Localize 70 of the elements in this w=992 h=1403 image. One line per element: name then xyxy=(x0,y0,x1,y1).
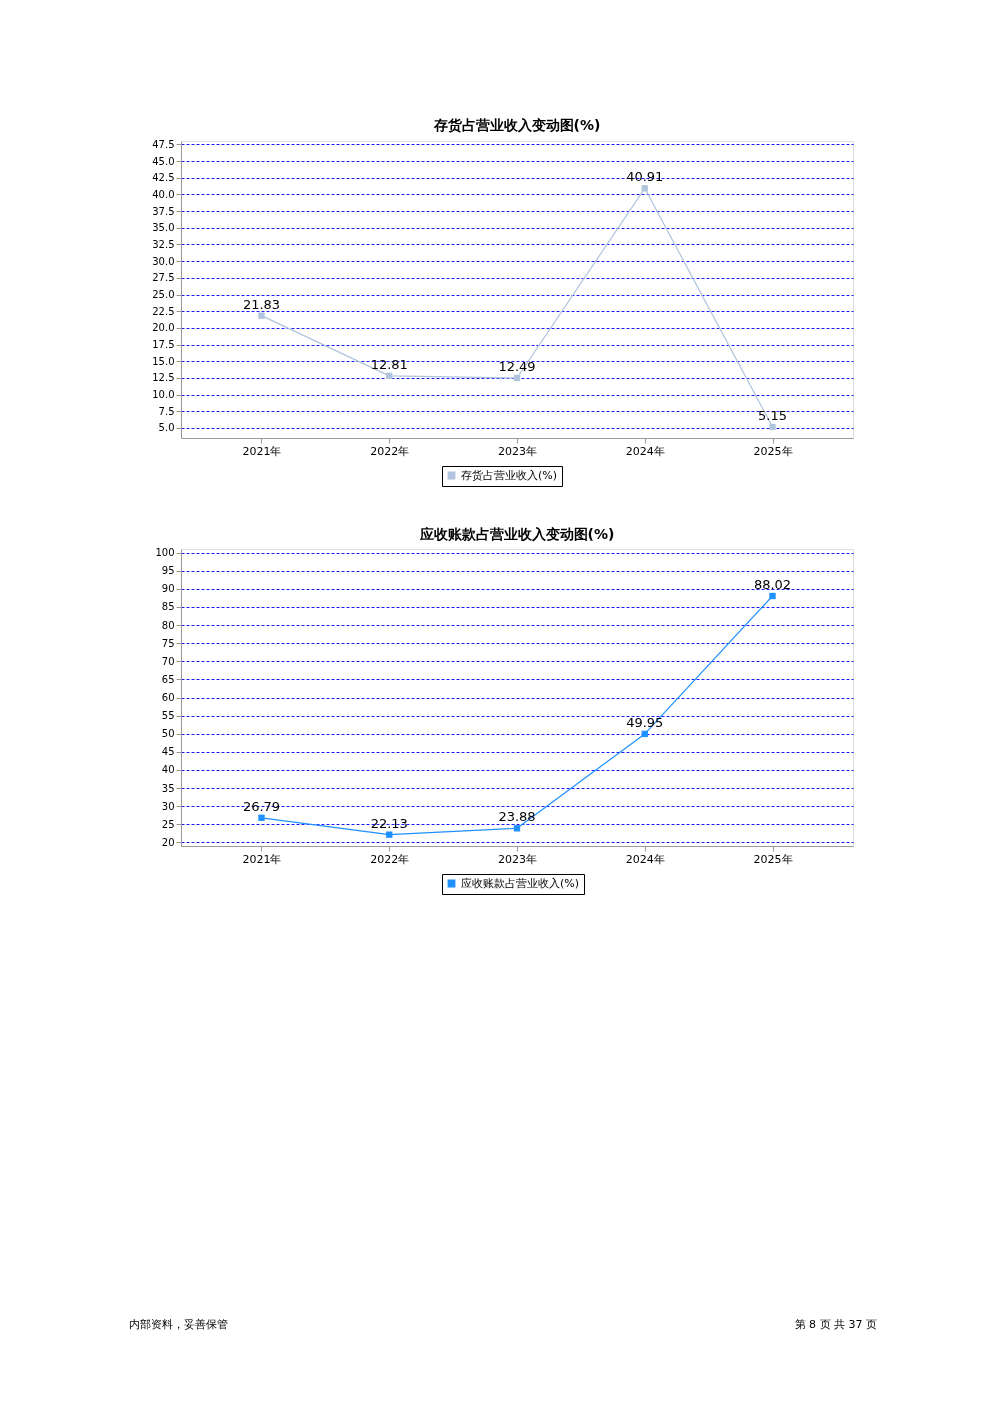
y-tick-label: 20.0 xyxy=(152,322,175,334)
y-tick-label: 37.5 xyxy=(152,205,175,217)
y-tick-label: 30.0 xyxy=(152,255,175,267)
data-label: 12.81 xyxy=(370,356,408,372)
text: 第 8 页 共 37 页 xyxy=(794,1318,877,1331)
data-label: 12.49 xyxy=(498,359,536,374)
y-tick-label: 35 xyxy=(161,782,175,794)
x-tick-label: 2022年 xyxy=(370,852,410,866)
data-label: 40.91 xyxy=(626,169,664,185)
point xyxy=(258,312,265,319)
y-tick-label: 55 xyxy=(161,710,175,722)
point xyxy=(641,185,648,192)
text: 内部资料，妥善保管 xyxy=(129,1318,228,1331)
y-tick-label: 45 xyxy=(161,746,175,758)
data-label: 5.15 xyxy=(758,407,787,423)
y-tick-label: 65 xyxy=(161,673,175,685)
point xyxy=(386,831,393,838)
y-tick-label: 50 xyxy=(161,728,175,740)
y-tick-label: 47.5 xyxy=(152,138,175,150)
y-tick-label: 75 xyxy=(161,637,175,649)
y-tick-label: 20 xyxy=(161,836,175,848)
y-tick-label: 30 xyxy=(161,800,175,812)
x-tick-label: 2023年 xyxy=(498,852,537,866)
point xyxy=(386,372,393,380)
y-tick-label: 35.0 xyxy=(152,222,175,234)
y-tick-label: 17.5 xyxy=(152,339,175,351)
x-tick-label: 2022年 xyxy=(370,444,410,458)
x-tick-label: 2025年 xyxy=(753,852,793,866)
chart-title: 存货占营业收入变动图(%) xyxy=(432,117,601,134)
y-tick-label: 60 xyxy=(161,692,175,703)
y-tick-label: 7.5 xyxy=(158,405,175,417)
x-tick-label: 2021年 xyxy=(242,852,282,866)
data-label: 22.13 xyxy=(370,815,408,831)
y-tick-label: 5.0 xyxy=(158,422,175,434)
y-tick-label: 90 xyxy=(161,583,175,595)
data-label: 88.02 xyxy=(753,577,792,593)
data-label: 23.88 xyxy=(498,809,536,825)
point xyxy=(258,814,265,821)
legend-label: 应收账款占营业收入(%) xyxy=(461,876,580,890)
y-tick-label: 25.0 xyxy=(152,289,175,301)
legend-label: 存货占营业收入(%) xyxy=(461,468,558,482)
data-label: 26.79 xyxy=(242,798,281,814)
data-label: 21.83 xyxy=(242,296,281,312)
x-tick-label: 2024年 xyxy=(625,444,665,458)
y-tick-label: 80 xyxy=(161,619,175,631)
point xyxy=(641,730,648,738)
y-tick-label: 70 xyxy=(161,655,175,667)
y-tick-label: 95 xyxy=(161,565,175,577)
x-tick-label: 2021年 xyxy=(242,444,282,458)
point xyxy=(769,423,776,431)
y-tick-label: 27.5 xyxy=(152,272,175,284)
point xyxy=(513,374,521,382)
y-tick-label: 32.5 xyxy=(152,238,175,250)
point xyxy=(513,825,521,832)
chart-title: 应收账款占营业收入变动图(%) xyxy=(418,525,615,542)
y-tick-label: 15.0 xyxy=(152,355,175,367)
x-tick-label: 2024年 xyxy=(625,852,665,866)
y-tick-label: 45.0 xyxy=(152,155,175,167)
x-tick-label: 2025年 xyxy=(753,444,793,458)
y-tick-label: 85 xyxy=(161,601,175,613)
y-tick-label: 40 xyxy=(161,764,175,776)
point xyxy=(769,592,776,600)
y-tick-label: 12.5 xyxy=(152,372,175,384)
y-tick-label: 100 xyxy=(155,547,175,559)
y-tick-label: 25 xyxy=(161,818,175,830)
y-tick-label: 40.0 xyxy=(152,188,175,200)
y-tick-label: 10.0 xyxy=(152,389,175,401)
y-tick-label: 22.5 xyxy=(152,305,175,317)
x-tick-label: 2023年 xyxy=(498,444,537,458)
y-tick-label: 42.5 xyxy=(152,172,175,184)
